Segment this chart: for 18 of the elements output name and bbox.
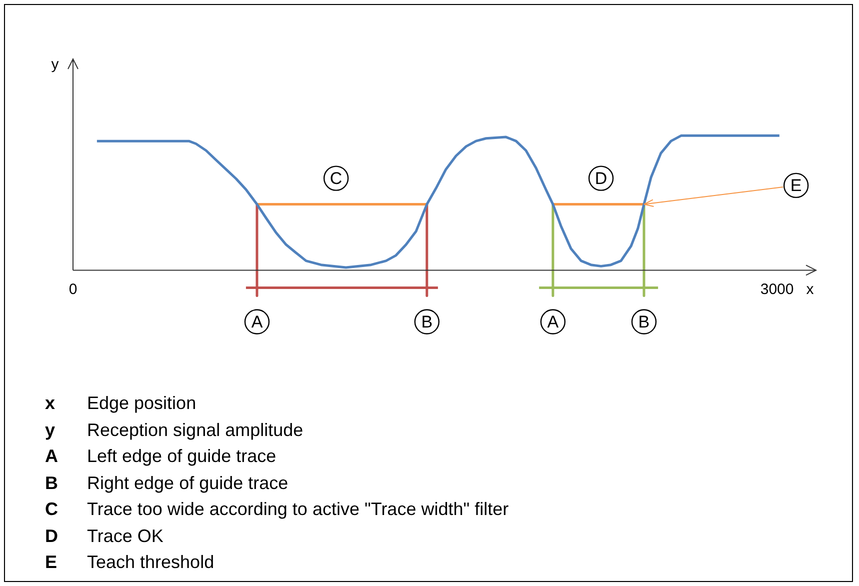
annotation: B	[638, 312, 650, 332]
annotation: D	[594, 168, 608, 188]
text: B Right edge of guide trace	[45, 472, 288, 492]
text: A Left edge of guide trace	[45, 446, 276, 466]
text: E Teach threshold	[45, 552, 214, 572]
x-tick-label: 3000	[760, 280, 794, 298]
x-tick-label: 0	[68, 280, 78, 298]
text: D Trace OK	[45, 526, 164, 546]
text: y Reception signal amplitude	[45, 420, 304, 440]
annotation: B	[421, 312, 433, 332]
annotation: E	[790, 176, 802, 196]
annotation: C	[330, 168, 342, 188]
text: x Edge position	[45, 393, 196, 413]
y-axis-title: y	[51, 56, 60, 74]
text: C Trace too wide according to active "Trace width" filter	[45, 499, 509, 519]
x-axis-title: x	[806, 280, 814, 298]
annotation: A	[547, 312, 560, 332]
annotation: A	[251, 312, 264, 332]
